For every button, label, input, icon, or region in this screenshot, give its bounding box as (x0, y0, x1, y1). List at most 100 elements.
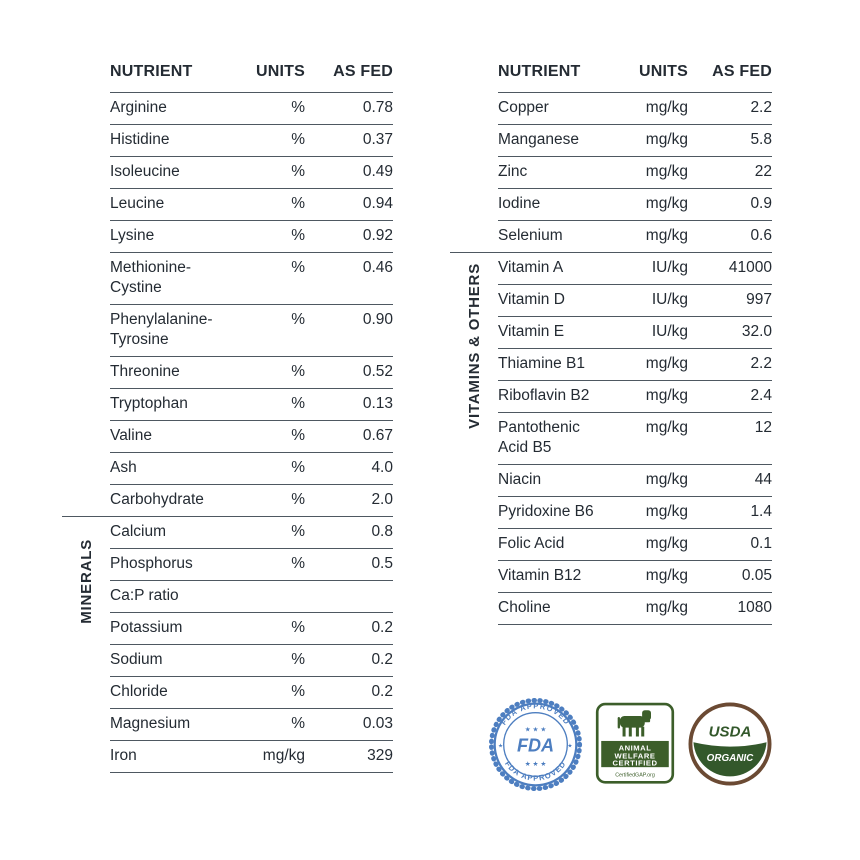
nutrient-value: 5.8 (750, 131, 772, 148)
table-row: Carbohydrate % 2.0 (110, 485, 393, 516)
nutrient-name: Arginine (110, 99, 167, 116)
col-header-units: UNITS (639, 63, 688, 80)
nutrient-name: Leucine (110, 195, 165, 212)
nutrient-value: 2.2 (750, 355, 772, 372)
nutrient-value: 4.0 (371, 459, 393, 476)
nutrient-units: mg/kg (645, 355, 688, 372)
nutrient-units: % (291, 683, 305, 700)
nutrient-value: 329 (367, 747, 393, 764)
table-row: Iodine mg/kg 0.9 (498, 189, 772, 221)
table-header: NUTRIENT UNITS AS FED (110, 54, 393, 93)
nutrient-name: Ash (110, 459, 137, 476)
nutrient-units: % (291, 227, 305, 244)
table-row: Phenylalanine- Tyrosine % 0.90 (110, 305, 393, 357)
nutrient-units: mg/kg (645, 599, 688, 616)
table-row: Niacin mg/kg 44 (498, 465, 772, 497)
nutrient-units: % (291, 619, 305, 636)
nutrient-units: % (291, 459, 305, 476)
nutrient-value: 0.52 (362, 363, 393, 380)
nutrient-name: Vitamin E (498, 323, 565, 340)
section-label-vitamins: VITAMINS & OTHERS (465, 263, 483, 429)
nutrient-value: 0.67 (362, 427, 393, 444)
nutrient-name: Calcium (110, 523, 166, 540)
nutrient-name: Tryptophan (110, 395, 188, 412)
nutrient-units: % (291, 427, 305, 444)
stars-row-icon: ★ ★ ★ (525, 760, 547, 767)
nutrient-value: 0.2 (371, 619, 393, 636)
table-header: NUTRIENT UNITS AS FED (498, 54, 772, 93)
nutrient-name: Ca:P ratio (110, 587, 179, 604)
nutrient-value: 1080 (737, 599, 772, 616)
table-row: Potassium % 0.2 (110, 613, 393, 645)
awc-line2-text: WELFARE (614, 751, 655, 760)
nutrient-units: mg/kg (645, 471, 688, 488)
nutrient-name: Methionine- Cystine (110, 259, 191, 296)
nutrient-name: Copper (498, 99, 549, 116)
star-icon: ★ (498, 742, 503, 749)
nutrient-value: 0.03 (362, 715, 393, 732)
nutrient-units: mg/kg (645, 567, 688, 584)
animal-welfare-certified-badge-icon: ANIMAL WELFARE CERTIFIED CertifiedGAP.or… (595, 702, 675, 784)
nutrient-name: Chloride (110, 683, 168, 700)
nutrient-units: mg/kg (645, 195, 688, 212)
star-icon: ★ (567, 742, 572, 749)
table-row: Leucine % 0.94 (110, 189, 393, 221)
table-row: Choline mg/kg 1080 (498, 593, 772, 625)
table-row: Pyridoxine B6 mg/kg 1.4 (498, 497, 772, 529)
table-row: Vitamin E IU/kg 32.0 (498, 317, 772, 349)
nutrient-units: IU/kg (651, 323, 688, 340)
awc-footer-text: CertifiedGAP.org (615, 772, 655, 778)
table-row: Histidine % 0.37 (110, 125, 393, 157)
nutrient-name: Thiamine B1 (498, 355, 586, 372)
table-row: Selenium mg/kg 0.6 (498, 221, 772, 252)
nutrient-name: Selenium (498, 227, 563, 244)
nutrient-units: mg/kg (262, 747, 305, 764)
table-row: Sodium % 0.2 (110, 645, 393, 677)
nutrient-value: 0.8 (371, 523, 393, 540)
nutrient-value: 41000 (728, 259, 772, 276)
nutrient-units: % (291, 131, 305, 148)
nutrient-value: 2.2 (750, 99, 772, 116)
nutrient-value: 0.46 (362, 259, 393, 276)
col-header-as-fed: AS FED (712, 63, 772, 80)
table-row: Manganese mg/kg 5.8 (498, 125, 772, 157)
table-row: Riboflavin B2 mg/kg 2.4 (498, 381, 772, 413)
usda-text: USDA (709, 723, 752, 740)
nutrient-units: % (291, 395, 305, 412)
nutrient-name: Riboflavin B2 (498, 387, 590, 404)
nutrient-name: Threonine (110, 363, 180, 380)
trace-minerals-section: Copper mg/kg 2.2 Manganese mg/kg 5.8 Zin… (498, 93, 772, 252)
table-row: Arginine % 0.78 (110, 93, 393, 125)
nutrient-units: mg/kg (645, 503, 688, 520)
nutrient-units: mg/kg (645, 163, 688, 180)
table-row: Chloride % 0.2 (110, 677, 393, 709)
table-row: Folic Acid mg/kg 0.1 (498, 529, 772, 561)
table-row: Threonine % 0.52 (110, 357, 393, 389)
nutrient-value: 0.92 (362, 227, 393, 244)
table-row: Ash % 4.0 (110, 453, 393, 485)
nutrient-name: Vitamin A (498, 259, 564, 276)
nutrient-value: 0.13 (362, 395, 393, 412)
nutrient-name: Pyridoxine B6 (498, 503, 594, 520)
nutrient-value: 0.94 (362, 195, 393, 212)
table-row: Copper mg/kg 2.2 (498, 93, 772, 125)
usda-organic-badge-icon: USDA ORGANIC (688, 702, 772, 786)
section-label-minerals: MINERALS (77, 539, 95, 624)
col-header-units: UNITS (256, 63, 305, 80)
table-row: Vitamin D IU/kg 997 (498, 285, 772, 317)
table-row: Thiamine B1 mg/kg 2.2 (498, 349, 772, 381)
nutrient-value: 2.0 (371, 491, 393, 508)
nutrient-value: 0.49 (362, 163, 393, 180)
nutrient-value: 0.6 (750, 227, 772, 244)
col-header-as-fed: AS FED (333, 63, 393, 80)
vitamins-section: VITAMINS & OTHERS Vitamin A IU/kg 41000 … (450, 252, 772, 625)
table-row: Valine % 0.67 (110, 421, 393, 453)
table-row: Vitamin B12 mg/kg 0.05 (498, 561, 772, 593)
nutrient-value: 0.9 (750, 195, 772, 212)
cow-icon (617, 709, 651, 736)
nutrient-value: 997 (746, 291, 772, 308)
nutrient-name: Isoleucine (110, 163, 180, 180)
nutrient-value: 32.0 (741, 323, 772, 340)
organic-text: ORGANIC (707, 753, 755, 764)
awc-line3-text: CERTIFIED (612, 758, 657, 767)
